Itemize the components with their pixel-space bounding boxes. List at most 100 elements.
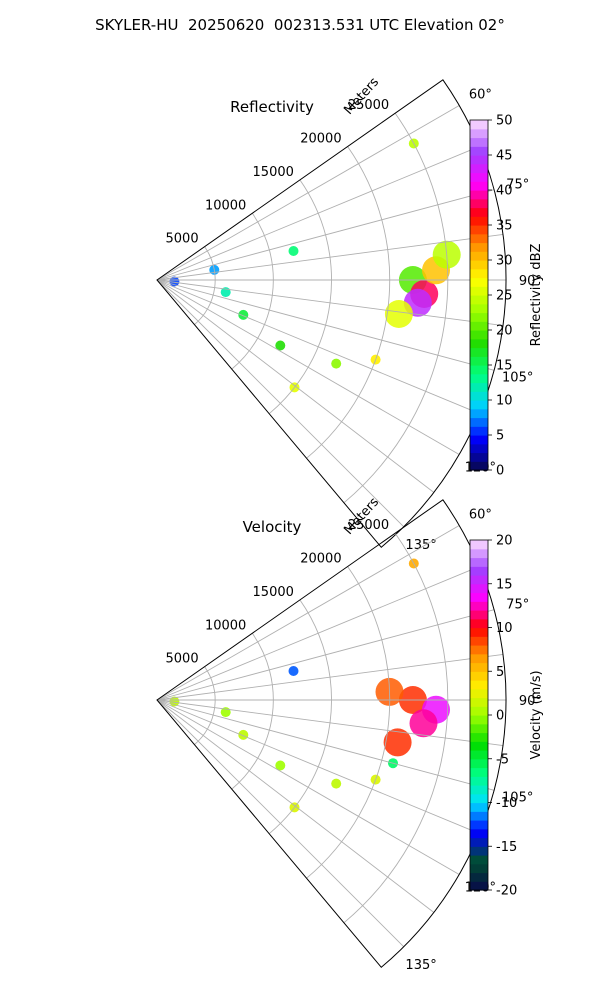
colorbar-segment	[470, 408, 488, 419]
colorbar-tick-label: 10	[496, 394, 513, 409]
colorbar-segment	[470, 198, 488, 209]
colorbar-segment	[470, 321, 488, 331]
colorbar-segment	[470, 785, 488, 795]
radial-tick-label: 10000	[205, 198, 246, 213]
colorbar-tick-label: 20	[496, 324, 513, 339]
colorbar-segment	[470, 741, 488, 751]
azimuth-spoke	[156, 699, 495, 791]
colorbar-segment	[470, 802, 488, 812]
radial-tick-label: 10000	[205, 618, 246, 633]
colorbar-segment	[470, 540, 488, 550]
angular-tick-label: 75°	[506, 177, 529, 192]
colorbar-segment	[470, 260, 488, 270]
azimuth-spoke	[156, 653, 504, 701]
colorbar-segment	[470, 557, 488, 567]
colorbar-segment	[470, 268, 488, 279]
radial-tick-label: 5000	[166, 232, 199, 247]
angular-tick-label: 90°	[519, 274, 542, 289]
echo-point	[409, 709, 438, 738]
radial-tick-label: 25000	[348, 518, 389, 533]
echo-point	[238, 309, 249, 320]
azimuth-spoke	[156, 279, 405, 528]
colorbar-segment	[470, 216, 488, 226]
radial-tick-label: 25000	[348, 98, 389, 113]
azimuth-spoke	[156, 279, 460, 455]
colorbar-label: Reflectivity dBZ	[529, 244, 544, 347]
colorbar-label: Velocity (m/s)	[529, 670, 544, 759]
echo-point	[384, 300, 413, 328]
angular-tick-label: 60°	[469, 87, 492, 102]
range-ring	[306, 146, 391, 459]
colorbar-segment	[470, 312, 488, 322]
colorbar-segment	[470, 338, 488, 349]
colorbar-segment	[470, 645, 488, 655]
colorbar-segment	[470, 662, 488, 672]
echo-point	[275, 340, 286, 351]
colorbar-segment	[470, 391, 488, 401]
colorbar-segment	[470, 767, 488, 777]
colorbar-segment	[470, 680, 488, 690]
colorbar-segment	[470, 251, 488, 261]
colorbar-segment	[470, 618, 488, 629]
figure-title: SKYLER-HU 20250620 002313.531 UTC Elevat…	[95, 16, 505, 34]
colorbar-segment	[470, 863, 488, 874]
angular-tick-label: 135°	[405, 958, 436, 973]
azimuth-spoke	[156, 279, 504, 327]
azimuth-spoke	[156, 145, 480, 281]
colorbar-segment	[470, 627, 488, 637]
angular-tick-label: 135°	[405, 538, 436, 553]
angular-tick-label: 105°	[502, 371, 533, 386]
colorbar-segment	[470, 365, 488, 375]
colorbar-segment	[470, 426, 488, 436]
echo-layer	[169, 558, 450, 813]
colorbar-segment	[470, 303, 488, 314]
radial-tick-label: 5000	[166, 652, 199, 667]
colorbar-segment	[470, 610, 488, 620]
colorbar-segment	[470, 855, 488, 865]
azimuth-spoke	[156, 699, 405, 948]
colorbar-tick-label: 0	[496, 709, 504, 724]
colorbar-segment	[470, 417, 488, 427]
colorbar-tick-label: 35	[496, 219, 513, 234]
colorbar: 0 5 10 15 20 25 30 35 40 45 50 Reflectivity dBZ	[469, 114, 544, 479]
colorbar-tick-label: -20	[496, 884, 517, 899]
colorbar-tick-label: 45	[496, 149, 513, 164]
colorbar-tick-label: -15	[496, 840, 517, 855]
range-ring	[268, 599, 332, 835]
colorbar-segment	[470, 776, 488, 786]
echo-point	[331, 778, 342, 789]
colorbar-segment	[470, 811, 488, 821]
echo-point	[275, 760, 286, 771]
azimuth-spoke	[156, 279, 495, 371]
panel-title: Reflectivity	[230, 98, 314, 116]
colorbar: -20 -15 -10 -5 0 5 10 15 20 Velocity (m/s)	[469, 534, 544, 899]
colorbar-segment	[470, 356, 488, 366]
azimuth-spoke	[156, 279, 480, 415]
angular-tick-label: 105°	[502, 791, 533, 806]
colorbar-tick-label: 30	[496, 254, 513, 269]
colorbar-segment	[470, 793, 488, 804]
colorbar-segment	[470, 163, 488, 174]
colorbar-segment	[470, 750, 488, 760]
colorbar-segment	[470, 601, 488, 611]
range-ring	[231, 213, 274, 370]
colorbar-tick-label: 25	[496, 289, 513, 304]
azimuth-spoke	[156, 233, 504, 281]
colorbar-segment	[470, 190, 488, 200]
colorbar-tick-label: 40	[496, 184, 513, 199]
colorbar-segment	[470, 181, 488, 191]
colorbar-segment	[470, 443, 488, 454]
colorbar-segment	[470, 137, 488, 147]
colorbar-segment	[470, 583, 488, 594]
colorbar-segment	[470, 592, 488, 602]
colorbar-segment	[470, 723, 488, 734]
colorbar-segment	[470, 837, 488, 847]
colorbar-segment	[470, 295, 488, 305]
colorbar-segment	[470, 233, 488, 244]
azimuth-spoke	[156, 565, 480, 701]
colorbar-segment	[470, 715, 488, 725]
colorbar-segment	[470, 330, 488, 340]
colorbar-segment	[470, 120, 488, 130]
